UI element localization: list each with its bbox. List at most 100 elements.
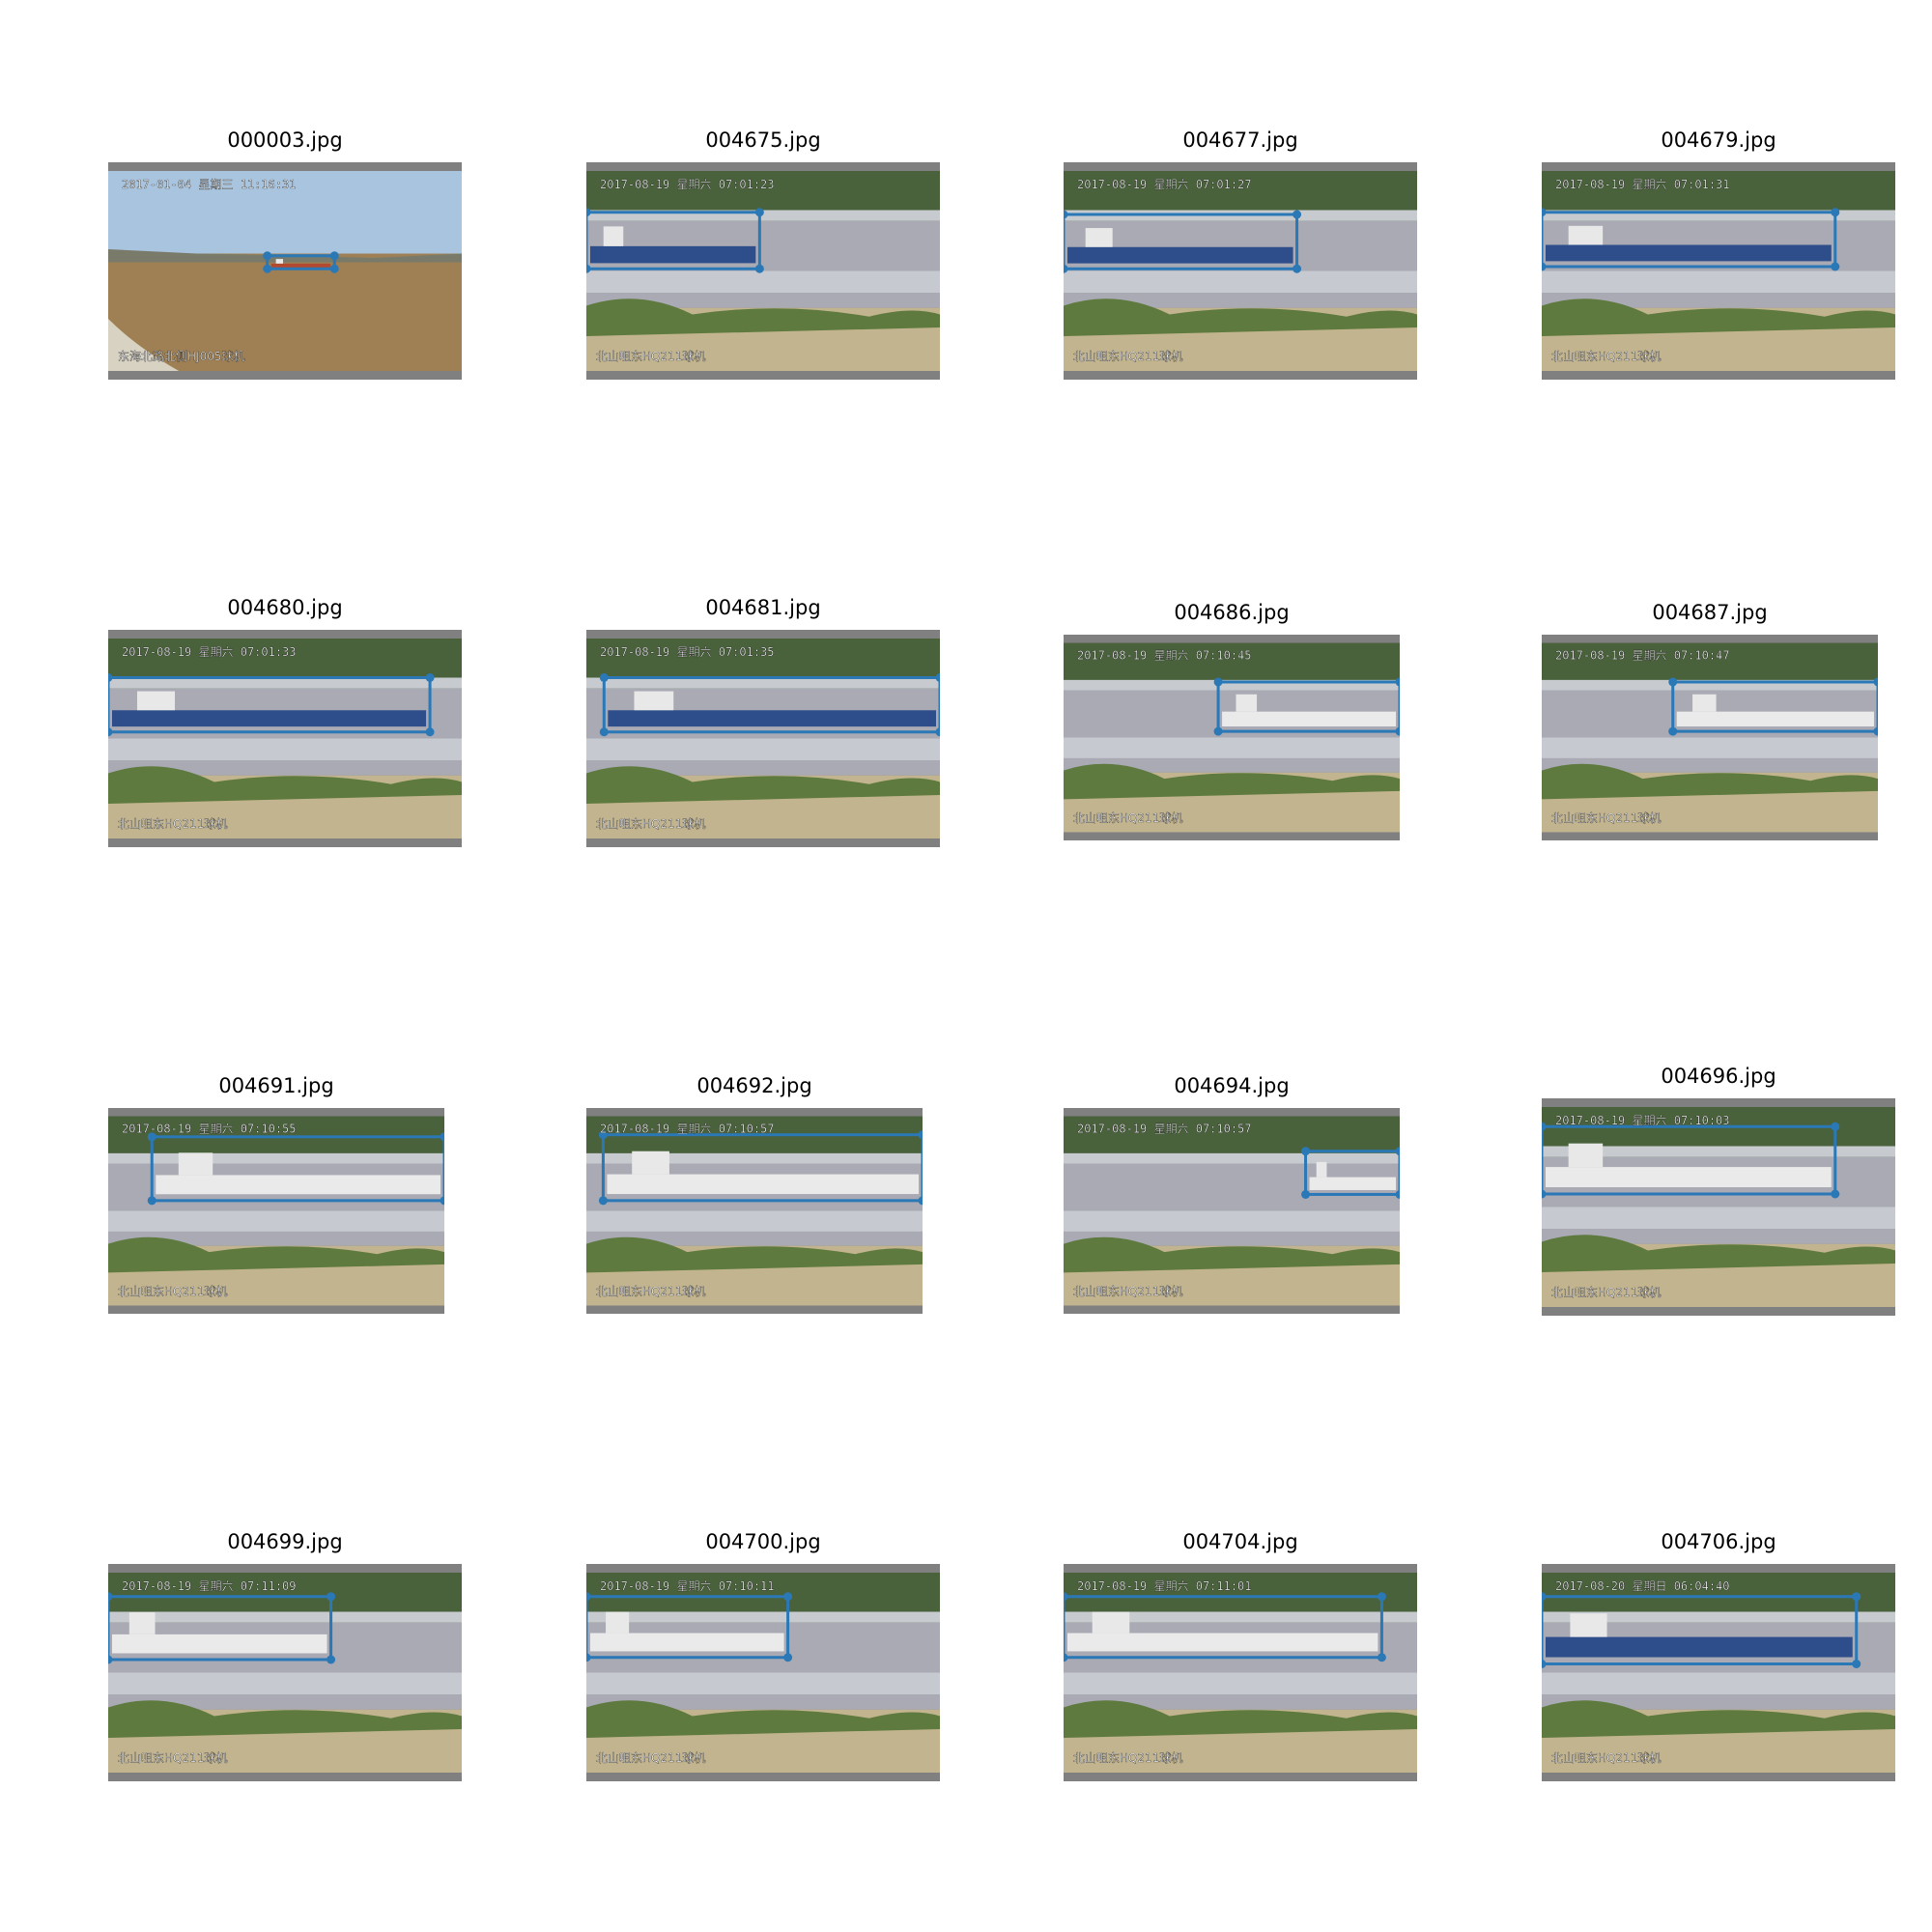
frame-drawing: 2017-08-19 星期六 07:10:45 北山咀东HQ211球机 bbox=[1064, 635, 1400, 840]
frame-drawing: 2017-08-19 星期六 07:01:35 北山咀东HQ211球机 bbox=[586, 630, 940, 847]
camera-frame-image: 2017-08-19 星期六 07:01:27 北山咀东HQ211球机 bbox=[1064, 162, 1417, 380]
overlay-camera-label: 北山咀东HQ211球机 bbox=[596, 817, 705, 831]
box-corner-handle bbox=[599, 727, 609, 737]
ship-bounding-box bbox=[1064, 1595, 1383, 1660]
box-corner-handle bbox=[440, 1196, 444, 1206]
box-corner-handle bbox=[1668, 677, 1678, 687]
overlay-timestamp: 2017-08-19 星期六 07:10:45 bbox=[1077, 649, 1252, 663]
box-corner-handle bbox=[586, 208, 591, 217]
box-corner-handle bbox=[147, 1132, 156, 1142]
box-corner-handle bbox=[1542, 1189, 1547, 1199]
box-corner-handle bbox=[327, 1655, 336, 1664]
box-corner-handle bbox=[1831, 1189, 1840, 1199]
box-corner-handle bbox=[263, 251, 272, 261]
box-corner-handle bbox=[586, 264, 591, 273]
box-corner-handle bbox=[440, 1132, 444, 1142]
box-corner-handle bbox=[1873, 726, 1878, 736]
panel-title: 004677.jpg bbox=[1182, 128, 1298, 152]
panel-title: 004679.jpg bbox=[1661, 128, 1776, 152]
box-corner-handle bbox=[108, 673, 113, 682]
overlay-camera-label: 北山咀东HQ211球机 bbox=[1551, 350, 1661, 363]
ship-bounding-box bbox=[1671, 680, 1878, 733]
box-corner-handle bbox=[783, 1653, 793, 1662]
box-corner-handle bbox=[329, 251, 339, 261]
box-corner-handle bbox=[1831, 1122, 1840, 1131]
box-corner-handle bbox=[754, 264, 764, 273]
camera-frame-image: 2017-08-19 星期六 07:11:09 北山咀东HQ211球机 bbox=[108, 1564, 462, 1781]
overlay-camera-label: 北山咀东HQ211球机 bbox=[1551, 1286, 1661, 1299]
overlay-timestamp: 2017-08-19 星期六 07:11:09 bbox=[122, 1579, 297, 1593]
overlay-timestamp: 2017-08-19 星期六 07:10:03 bbox=[1555, 1114, 1730, 1127]
box-corner-handle bbox=[1293, 264, 1302, 273]
box-corner-handle bbox=[1542, 1122, 1547, 1131]
ship-bounding-box bbox=[1542, 1124, 1837, 1196]
overlay-camera-label: 东海北路北侧HJ005球机 bbox=[118, 349, 244, 363]
overlay-timestamp: 2017-08-19 星期六 07:10:55 bbox=[122, 1122, 297, 1136]
ship-bounding-box bbox=[1216, 680, 1400, 733]
box-corner-handle bbox=[1293, 210, 1302, 219]
overlay-camera-label: 北山咀东HQ211球机 bbox=[118, 1751, 227, 1765]
box-corner-handle bbox=[425, 727, 435, 737]
box-corner-handle bbox=[1213, 726, 1223, 736]
box-corner-handle bbox=[263, 264, 272, 273]
box-corner-handle bbox=[1395, 677, 1400, 687]
box-corner-handle bbox=[1395, 1189, 1400, 1199]
overlay-timestamp: 2017-08-20 星期日 06:04:40 bbox=[1555, 1579, 1730, 1593]
panel-title: 004686.jpg bbox=[1174, 601, 1290, 624]
overlay-timestamp: 2017-08-19 星期六 07:10:11 bbox=[600, 1579, 775, 1593]
box-corner-handle bbox=[108, 1655, 113, 1664]
box-corner-handle bbox=[935, 727, 940, 737]
frame-drawing: 2017-08-19 星期六 07:10:57 北山咀东HQ211球机 bbox=[586, 1108, 923, 1314]
box-corner-handle bbox=[586, 1653, 591, 1662]
overlay-camera-label: 北山咀东HQ211球机 bbox=[1073, 811, 1182, 825]
overlay-timestamp: 2017-08-19 星期六 07:11:01 bbox=[1077, 1579, 1252, 1593]
panel-title: 004681.jpg bbox=[705, 596, 821, 619]
overlay-camera-label: 北山咀东HQ211球机 bbox=[596, 350, 705, 363]
box-corner-handle bbox=[754, 208, 764, 217]
box-corner-handle bbox=[935, 673, 940, 682]
panel-title: 004675.jpg bbox=[705, 128, 821, 152]
camera-frame-image: 2017-08-19 星期六 07:10:47 北山咀东HQ211球机 bbox=[1542, 635, 1878, 840]
ship-bounding-box bbox=[1542, 211, 1837, 269]
ship-bounding-box bbox=[586, 1595, 790, 1660]
box-corner-handle bbox=[1377, 1653, 1386, 1662]
overlay-camera-label: 北山咀东HQ211球机 bbox=[1073, 350, 1182, 363]
frame-drawing: 2017-08-19 星期六 07:01:23 北山咀东HQ211球机 bbox=[586, 162, 940, 380]
overlay-camera-label: 北山咀东HQ211球机 bbox=[596, 1751, 705, 1765]
overlay-camera-label: 北山咀东HQ211球机 bbox=[118, 817, 227, 831]
ship-bounding-box bbox=[602, 676, 940, 734]
overlay-camera-label: 北山咀东HQ211球机 bbox=[596, 1285, 705, 1298]
box-corner-handle bbox=[1852, 1660, 1861, 1668]
frame-drawing: 2017-08-19 星期六 07:10:03 北山咀东HQ211球机 bbox=[1542, 1098, 1895, 1316]
box-corner-handle bbox=[1831, 262, 1840, 271]
frame-drawing: 2017-08-20 星期日 06:04:40 北山咀东HQ211球机 bbox=[1542, 1564, 1895, 1781]
ship-bounding-box bbox=[1542, 1595, 1859, 1665]
box-corner-handle bbox=[1668, 726, 1678, 736]
box-corner-handle bbox=[1873, 677, 1878, 687]
panel-title: 004706.jpg bbox=[1661, 1530, 1776, 1553]
frame-drawing: 2017-08-19 星期六 07:11:01 北山咀东HQ211球机 bbox=[1064, 1564, 1417, 1781]
frame-drawing: 2017-08-19 星期六 07:10:57 北山咀东HQ211球机 bbox=[1064, 1108, 1400, 1314]
box-corner-handle bbox=[598, 1130, 608, 1140]
ship-bounding-box bbox=[266, 254, 336, 270]
camera-frame-image: 2017-08-19 星期六 07:01:35 北山咀东HQ211球机 bbox=[586, 630, 940, 847]
box-corner-handle bbox=[1064, 210, 1068, 219]
camera-frame-image: 2017-08-19 星期六 07:11:01 北山咀东HQ211球机 bbox=[1064, 1564, 1417, 1781]
frame-drawing: 2017-08-19 星期六 07:01:27 北山咀东HQ211球机 bbox=[1064, 162, 1417, 380]
box-corner-handle bbox=[1395, 726, 1400, 736]
box-corner-handle bbox=[918, 1196, 923, 1206]
camera-frame-image: 2017-08-19 星期六 07:10:03 北山咀东HQ211球机 bbox=[1542, 1098, 1895, 1316]
ship-bounding-box bbox=[108, 676, 432, 734]
overlay-timestamp: 2017-08-19 星期六 07:01:31 bbox=[1555, 178, 1730, 191]
camera-frame-image: 2017-08-20 星期日 06:04:40 北山咀东HQ211球机 bbox=[1542, 1564, 1895, 1781]
panel-title: 004704.jpg bbox=[1182, 1530, 1298, 1553]
box-corner-handle bbox=[108, 1592, 113, 1602]
frame-drawing: 2017-01-04 星期三 11:16:31 东海北路北侧HJ005球机 bbox=[108, 162, 462, 380]
panel-title: 004699.jpg bbox=[227, 1530, 343, 1553]
overlay-camera-label: 北山咀东HQ211球机 bbox=[1073, 1751, 1182, 1765]
overlay-timestamp: 2017-08-19 星期六 07:01:33 bbox=[122, 645, 297, 659]
ship-bounding-box bbox=[1064, 213, 1299, 270]
overlay-timestamp: 2017-08-19 星期六 07:01:23 bbox=[600, 178, 775, 191]
overlay-camera-label: 北山咀东HQ211球机 bbox=[1551, 811, 1661, 825]
